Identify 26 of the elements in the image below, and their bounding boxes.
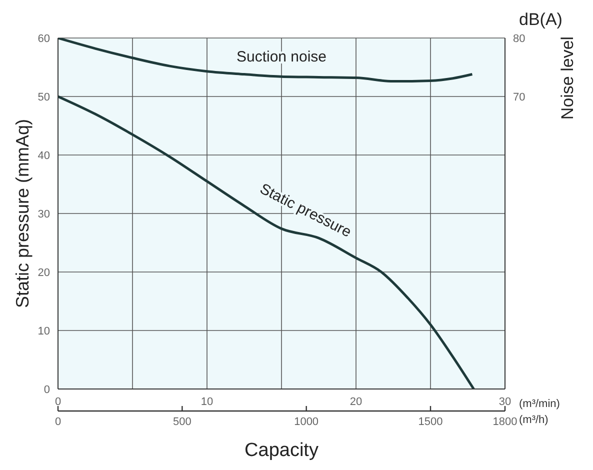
x-tick-label: 0: [54, 396, 62, 408]
y-tick-label: 0: [44, 384, 50, 396]
text: dB(A): [519, 10, 562, 30]
text: (m³/min): [519, 398, 560, 410]
y2-axis-title: Noise level: [558, 36, 578, 120]
y2-tick-label: 70: [513, 91, 526, 104]
y-axis-title: Static pressure (mmAq): [12, 118, 32, 308]
y-tick-label: 40: [38, 150, 50, 162]
x-tick-label: 10: [200, 396, 214, 408]
text: (m³/h): [519, 414, 548, 426]
x2-tick-label: 1500: [418, 416, 443, 428]
line-series: [58, 95, 475, 389]
y-tick-label: 10: [38, 325, 50, 338]
y-tick-label: 50: [38, 91, 50, 104]
x2-tick-label: 1000: [294, 416, 319, 428]
y2-tick-label: 80: [513, 32, 526, 45]
y-tick-label: 20: [38, 266, 50, 279]
y-tick-label: 60: [38, 32, 50, 45]
x-tick-label: 30: [498, 396, 512, 408]
x2-tick-label: 1800: [492, 416, 518, 428]
x2-tick-label: 0: [54, 416, 62, 428]
x-axis-title: Capacity: [244, 440, 319, 461]
x2-tick-label: 500: [172, 416, 192, 428]
line-series: [58, 38, 474, 83]
x-tick-label: 20: [350, 396, 362, 408]
y-tick-label: 30: [38, 208, 50, 220]
